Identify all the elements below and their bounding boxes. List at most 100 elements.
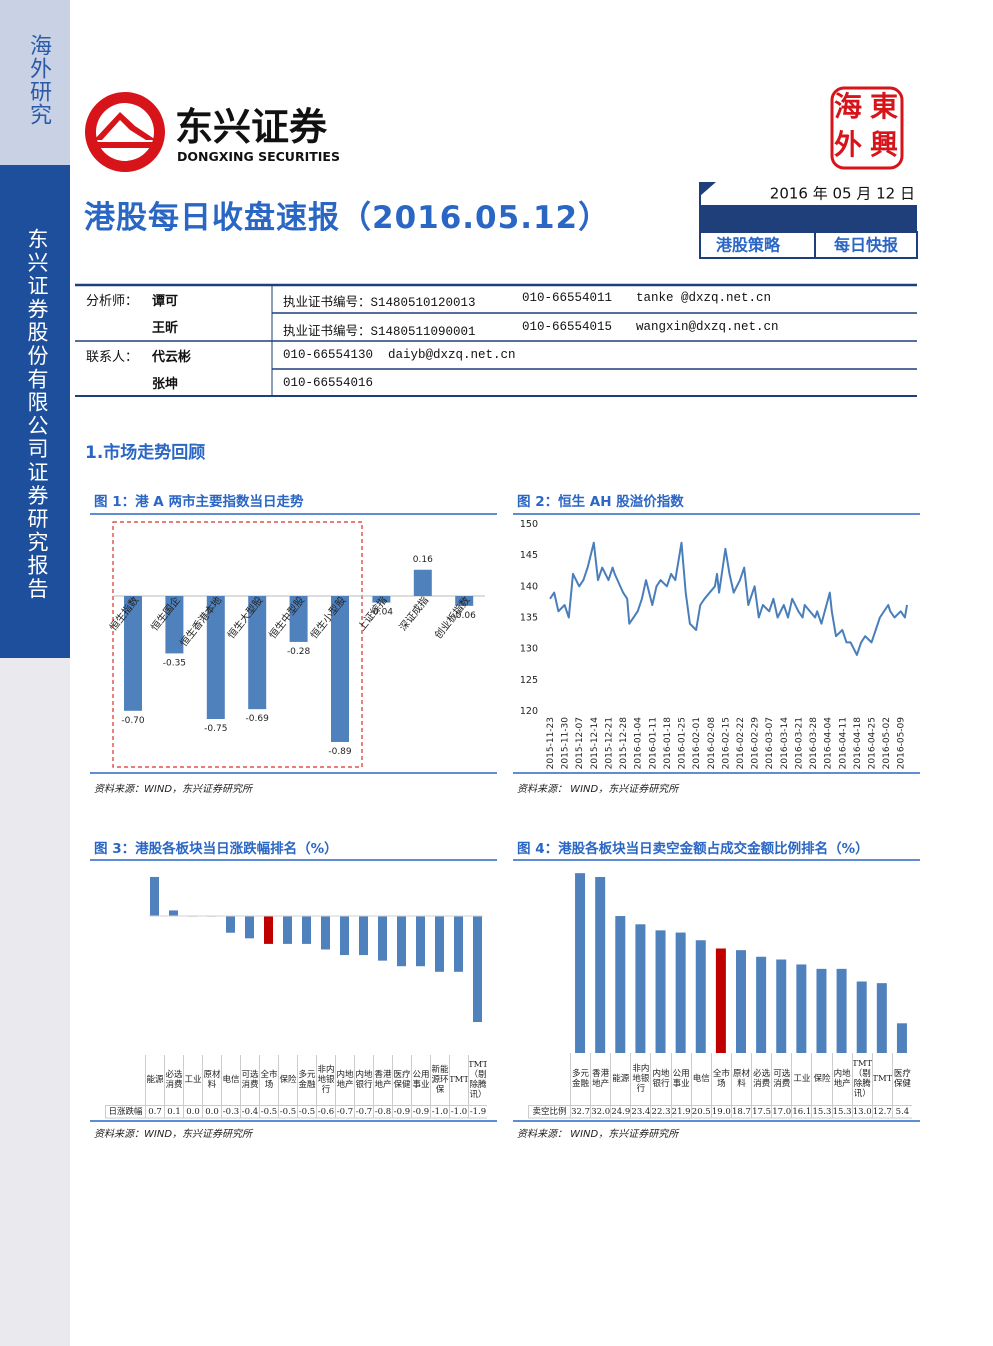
x-tick-label: 2015-12-21 (604, 717, 614, 769)
stamp-char: 東 (870, 90, 898, 123)
bar (655, 930, 666, 1053)
table-value-cell: -1.0 (449, 1105, 468, 1118)
bar (435, 916, 444, 972)
table-header-cell: 公用事业 (670, 1053, 691, 1105)
table-header-cell: 多元金融 (570, 1053, 590, 1105)
table-value-cell: -1.0 (430, 1105, 449, 1118)
bar (359, 916, 368, 956)
x-tick-label: 2015-11-30 (561, 717, 571, 770)
x-tick-label: 2016-02-29 (751, 717, 761, 770)
bar (248, 596, 267, 710)
figure-source: 资料来源：WIND，东兴证券研究所 (94, 784, 253, 795)
x-tick-label: 2016-05-02 (882, 717, 892, 769)
bar (856, 981, 867, 1053)
stamp-border (830, 86, 904, 170)
tag-box (699, 231, 918, 259)
table-header-cell: 多元金融 (297, 1055, 316, 1105)
stamp-char: 興 (870, 128, 898, 161)
table-value-cell: 21.9 (670, 1105, 691, 1118)
highlight-box (112, 521, 363, 768)
x-tick-label: 2016-02-22 (736, 717, 746, 769)
table-header-cell: TMT（剔除腾讯） (468, 1055, 487, 1105)
table-header-cell: 可选消费 (771, 1053, 791, 1105)
table-value-cell: 18.7 (730, 1105, 752, 1118)
x-tick-label: 2016-03-14 (780, 717, 790, 770)
report-title: 港股每日收盘速报（2016.05.12） (84, 200, 611, 236)
bar (595, 877, 606, 1053)
table-header-cell: 非内地银行 (630, 1053, 650, 1105)
table-value-cell: -0.4 (240, 1105, 259, 1118)
bar (896, 1023, 907, 1053)
table-header-cell: 工业 (183, 1055, 202, 1105)
stamp-char: 外 (834, 128, 862, 161)
x-tick-label: 2016-04-11 (838, 717, 848, 769)
y-tick-label: 130 (520, 644, 538, 655)
value-label: -0.04 (370, 608, 394, 618)
bar (756, 956, 767, 1053)
table-header-cell: 必选消费 (164, 1055, 183, 1105)
table-header-cell: TMT (871, 1053, 892, 1105)
value-label: -0.70 (121, 716, 145, 726)
table-header-cell: 可选消费 (240, 1055, 259, 1105)
email: wangxin@dxzq.net.cn (636, 320, 779, 334)
table-header-cell: 医疗保健 (891, 1053, 912, 1105)
email: daiyb@dxzq.net.cn (388, 348, 516, 362)
bar (397, 916, 406, 967)
table-row-label: 卖空比例 (528, 1105, 570, 1118)
stamp: 海 東 外 興 (830, 86, 904, 170)
bar (876, 983, 887, 1053)
table-header-cell: 非内地银行 (316, 1055, 335, 1105)
role-label: 分析师： (86, 294, 139, 309)
email: tanke @dxzq.net.cn (636, 291, 772, 305)
figure-title: 图 4：港股各板块当日卖空金额占成交金额比例排名（%） (517, 841, 869, 857)
x-tick-label: 2016-01-25 (678, 717, 688, 769)
value-label: -0.06 (453, 611, 477, 621)
x-tick-label: 2016-03-07 (765, 717, 775, 769)
table-header-cell: 内地银行 (650, 1053, 670, 1105)
table-value-cell: 0.1 (164, 1105, 183, 1118)
x-tick-label: 2016-05-09 (897, 717, 907, 770)
phone: 010-66554130 (283, 348, 374, 362)
table-value-cell: 32.7 (570, 1105, 591, 1118)
table-header-cell: 原材料 (730, 1053, 751, 1105)
bar (289, 596, 308, 642)
phone: 010-66554016 (283, 376, 374, 390)
bar (455, 596, 474, 606)
phone: 010-66554015 (522, 320, 613, 334)
bar (372, 596, 391, 603)
tag: 每日快报 (834, 236, 898, 255)
x-tick-label: 2016-01-04 (634, 717, 644, 770)
date-bar (700, 205, 917, 232)
figure-title: 图 1：港 A 两市主要指数当日走势 (94, 494, 304, 510)
contact-lines (75, 283, 917, 397)
stamp-char: 海 (834, 90, 862, 123)
category-label: 深证成指 (396, 594, 431, 634)
figure-source: 资料来源： WIND，东兴证券研究所 (517, 1129, 679, 1140)
table-value-cell: 5.4 (891, 1105, 912, 1118)
sidebar-bottom (0, 658, 70, 1346)
table-value-cell: -0.7 (354, 1105, 373, 1118)
table-header-cell: 内地地产 (831, 1053, 852, 1105)
table-header-cell: 能源 (610, 1053, 630, 1105)
logo-cn: 东兴证券 (175, 105, 328, 149)
table-header-cell: 公用事业 (411, 1055, 430, 1105)
figure-title: 图 2：恒生 AH 股溢价指数 (517, 494, 684, 510)
table-value-cell: 17.0 (771, 1105, 792, 1118)
table-header-cell: 工业 (791, 1053, 811, 1105)
table-header-cell: 香港地产 (373, 1055, 392, 1105)
bar (575, 873, 586, 1053)
y-tick-label: 150 (520, 519, 538, 530)
bar (473, 916, 482, 1023)
table-header-cell: 内地银行 (354, 1055, 373, 1105)
bar (615, 916, 626, 1053)
x-tick-label: 2015-11-23 (546, 717, 556, 769)
table-value-cell: 0.0 (202, 1105, 221, 1118)
table-header-cell: 必选消费 (751, 1053, 771, 1105)
table-value-cell: -0.3 (221, 1105, 240, 1118)
person-name: 张坤 (152, 377, 179, 392)
bar (796, 964, 807, 1053)
bar (331, 596, 349, 742)
x-tick-label: 2016-01-11 (648, 717, 658, 769)
bar (454, 916, 463, 972)
